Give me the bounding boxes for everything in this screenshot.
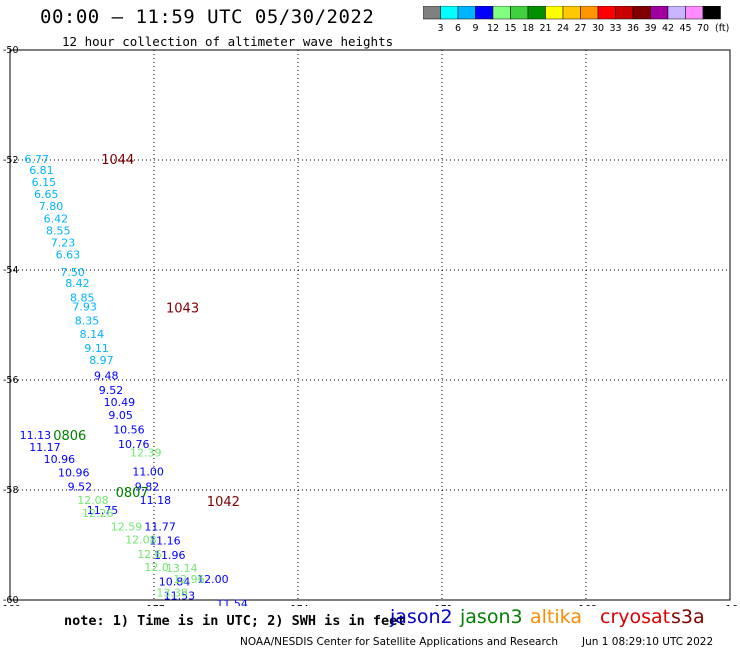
wave-height-value: 11.54 [216,597,248,606]
wave-height-value: 6.42 [44,212,69,225]
wave-height-value: 12.6 [137,548,162,561]
wave-height-value: 9.11 [84,342,109,355]
wave-height-value: 7.93 [72,300,97,313]
longitude-label: -171 [431,604,453,606]
scale-label: 24 [557,23,569,34]
color-scale-legend: 3 6 9 12 15 18 21 24 27 30 33 36 39 42 45 70 (ft) [423,6,729,34]
pass-time-label: 1042 [207,495,240,510]
wave-height-value: 6.65 [34,188,59,201]
wave-height-value: 8.42 [65,277,90,290]
wave-height-value: 7.50 [60,266,85,279]
pass-time-label: 0806 [53,429,86,444]
wave-height-value: 6.15 [32,176,56,189]
scale-unit: (ft) [715,23,729,34]
scale-label: 39 [644,23,656,34]
footnote: note: 1) Time is in UTC; 2) SWH is in fe… [64,613,406,629]
wave-height-value: 9.48 [94,370,119,383]
wave-height-value: 6.81 [29,164,54,177]
wave-height-value: 10.96 [44,453,76,466]
wave-height-value: 10.56 [113,424,145,437]
legend-s3a: s3a [671,606,705,628]
wave-height-value: 7.80 [39,200,64,213]
scale-label: 33 [609,23,621,34]
legend-altika: altika [530,606,582,628]
latitude-label: -52 [3,155,19,166]
wave-height-value: 10.76 [118,438,150,451]
longitude-label: -177 [143,604,165,606]
wave-height-value: 8.55 [46,224,71,237]
scale-swatch [702,6,721,20]
wave-height-value: 11.18 [140,494,172,507]
scale-label: 70 [697,23,709,34]
wave-height-value: 8.97 [89,354,114,367]
wave-height-value: 6.77 [24,153,49,166]
wave-height-value: 11.53 [164,590,196,603]
wave-height-value: 12.08 [125,534,157,547]
page-subtitle: 12 hour collection of altimeter wave hei… [62,34,394,49]
scale-label: 3 [437,23,443,34]
legend-jason2: jason2 [390,606,453,628]
wave-height-value: 9.52 [68,481,93,494]
timestamp-text: Jun 1 08:29:10 UTC 2022 [582,636,714,648]
map-frame [9,49,731,601]
pass-time-label: 1043 [166,301,199,316]
longitude-label: -168 [575,604,597,606]
wave-height-value: 11.77 [144,520,176,533]
wave-height-value: 9.05 [108,409,132,422]
wave-height-value: 8.35 [75,315,100,328]
latitude-label: -50 [3,45,19,56]
wave-height-value: 13.14 [166,562,198,575]
latitude-label: -56 [3,375,19,386]
wave-height-value: 11.13 [20,429,51,442]
scale-label: 6 [455,23,461,34]
wave-height-value: 6.63 [56,249,81,262]
scale-label: 9 [472,23,478,34]
wave-height-value: 8.14 [80,328,105,341]
wave-height-value: 12.59 [111,520,143,533]
credit-text: NOAA/NESDIS Center for Satellite Applica… [240,636,558,648]
legend-cryosat: cryosat [600,606,671,628]
wave-height-value: 12.96 [173,573,205,586]
wave-height-value: 11.00 [132,465,164,478]
longitude-label: -174 [287,604,309,606]
legend-jason3: jason3 [460,606,523,628]
wave-height-value: 13.38 [156,586,188,599]
wave-height-value: 11.17 [29,441,61,454]
wave-height-value: 8.85 [70,292,95,305]
pass-time-label: 1044 [101,153,134,168]
wave-height-value: 7.23 [51,237,76,250]
scale-label: 12 [487,23,499,34]
pass-time-label: 0807 [116,486,149,501]
latitude-label: -54 [3,265,19,276]
wave-height-value: 12.00 [197,573,229,586]
scale-label: 30 [592,23,604,34]
longitude-label: -180 [0,604,21,606]
scale-label: 42 [662,23,674,34]
wave-height-value: 10.84 [159,575,191,588]
wave-height-value: 11.16 [149,535,181,548]
page-title: 00:00 – 11:59 UTC 05/30/2022 [40,6,375,28]
wave-height-value: 9.82 [135,481,160,494]
scale-label: 36 [627,23,639,34]
longitude-label: -16 [722,604,738,606]
wave-height-value: 9.52 [99,384,124,397]
wave-height-value: 12.0 [144,561,169,574]
scale-label: 18 [522,23,534,34]
wave-height-value: 12.39 [130,447,162,460]
latitude-label: -60 [3,595,19,606]
wave-height-value: 10.49 [104,396,136,409]
wave-height-value: 11.75 [87,504,119,517]
scale-label: 27 [574,23,586,34]
wave-height-value: 12.26 [82,507,114,520]
scale-label: 45 [679,23,691,34]
wave-height-map: -180 -177 -174 -171 -168 -16 -50 -52 -54 -56 -58 -6… [0,45,738,606]
latitude-label: -58 [3,485,19,496]
wave-height-value: 12.08 [77,494,109,507]
wave-height-value: 10.96 [58,466,90,479]
wave-height-value: 11.96 [154,549,186,562]
scale-label: 21 [539,23,551,34]
scale-label: 15 [504,23,516,34]
